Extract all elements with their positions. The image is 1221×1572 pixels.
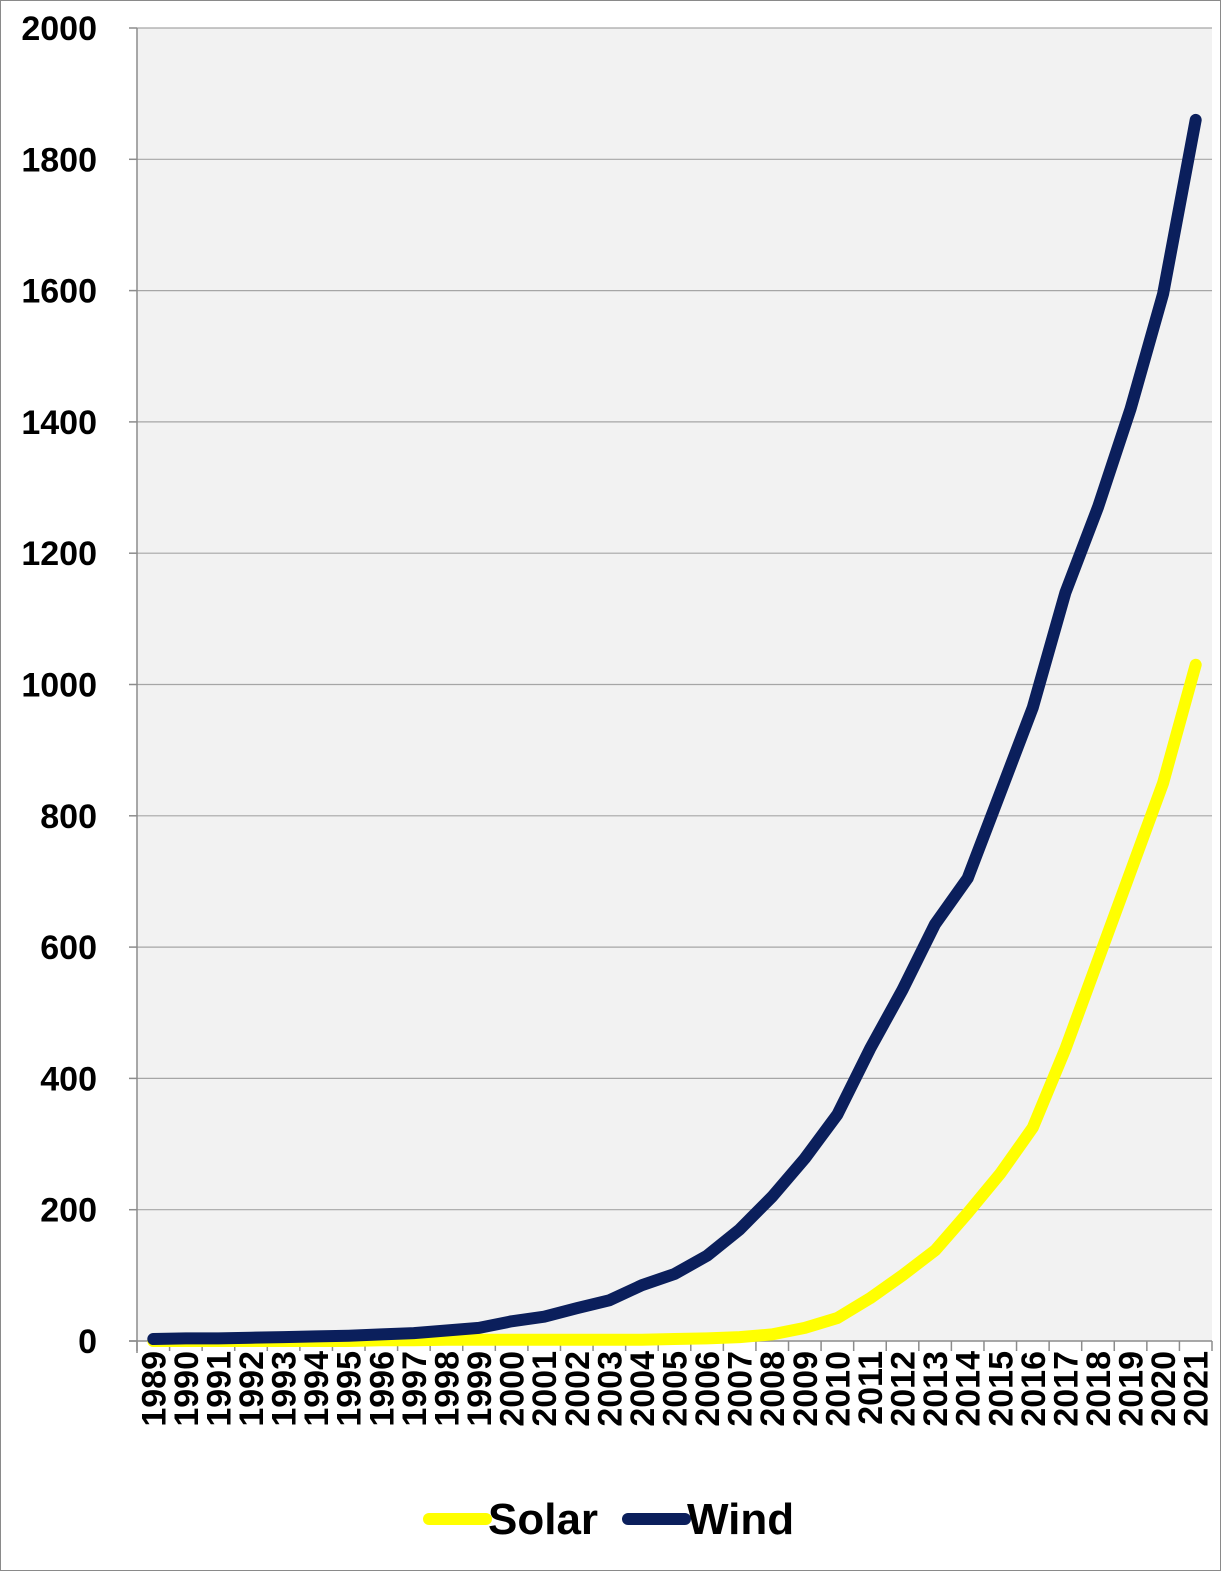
x-tick-label: 2000 (494, 1351, 532, 1427)
x-tick-label: 2008 (754, 1351, 792, 1427)
x-axis-tick-labels: 1989199019911992199319941995199619971998… (135, 1351, 1215, 1427)
x-tick-label: 1990 (168, 1351, 206, 1427)
x-tick-label: 2009 (787, 1351, 825, 1427)
x-tick-label: 1994 (298, 1351, 336, 1427)
y-tick-label: 800 (40, 798, 97, 836)
series-line-wind (147, 113, 1202, 1345)
x-tick-label: 1995 (331, 1351, 369, 1427)
x-tick-label: 2014 (950, 1351, 988, 1427)
x-tick-label: 1992 (233, 1351, 271, 1427)
x-tick-label: 1998 (428, 1351, 466, 1427)
x-tick-label: 2001 (526, 1351, 564, 1427)
x-tick-label: 2015 (982, 1351, 1020, 1427)
x-tick-label: 2010 (819, 1351, 857, 1427)
x-tick-label: 2011 (852, 1351, 890, 1425)
x-tick-label: 2013 (917, 1351, 955, 1427)
x-tick-label: 2006 (689, 1351, 727, 1427)
x-tick-label: 2004 (624, 1351, 662, 1427)
legend-label-wind: Wind (687, 1495, 794, 1544)
x-tick-label: 1989 (135, 1351, 173, 1427)
x-tick-label: 1993 (266, 1351, 304, 1427)
legend: Solar Wind (423, 1495, 794, 1544)
x-tick-label: 2021 (1178, 1351, 1216, 1427)
y-tick-label: 1000 (21, 667, 97, 705)
x-tick-label: 1996 (363, 1351, 401, 1427)
y-tick-label: 1400 (21, 404, 97, 442)
x-tick-label: 2012 (885, 1351, 923, 1427)
y-tick-label: 200 (40, 1192, 97, 1230)
y-tick-label: 1200 (21, 535, 97, 573)
y-tick-label: 0 (78, 1323, 97, 1361)
y-tick-label: 600 (40, 929, 97, 967)
y-tick-label: 1800 (21, 141, 97, 179)
legend-label-solar: Solar (488, 1495, 598, 1544)
x-tick-label: 1999 (461, 1351, 499, 1427)
x-tick-label: 2018 (1080, 1351, 1118, 1427)
y-tick-label: 1600 (21, 273, 97, 311)
x-tick-label: 1997 (396, 1351, 434, 1427)
gridlines (137, 27, 1212, 1211)
x-tick-label: 2002 (559, 1351, 597, 1427)
series-lines (147, 113, 1202, 1347)
x-tick-label: 2019 (1113, 1351, 1151, 1427)
x-tick-label: 2003 (591, 1351, 629, 1427)
y-axis-tick-labels: 0 200 400 600 800 1000 1200 1400 1600 1800 2000 (21, 10, 97, 1361)
x-tick-label: 1991 (200, 1351, 238, 1427)
x-tick-label: 2016 (1015, 1351, 1053, 1427)
x-tick-label: 2005 (657, 1351, 695, 1427)
x-tick-label: 2020 (1145, 1351, 1183, 1427)
y-tick-label: 400 (40, 1060, 97, 1098)
x-tick-label: 2007 (722, 1351, 760, 1427)
x-tick-label: 2017 (1047, 1351, 1085, 1427)
y-tick-label: 2000 (21, 10, 97, 48)
